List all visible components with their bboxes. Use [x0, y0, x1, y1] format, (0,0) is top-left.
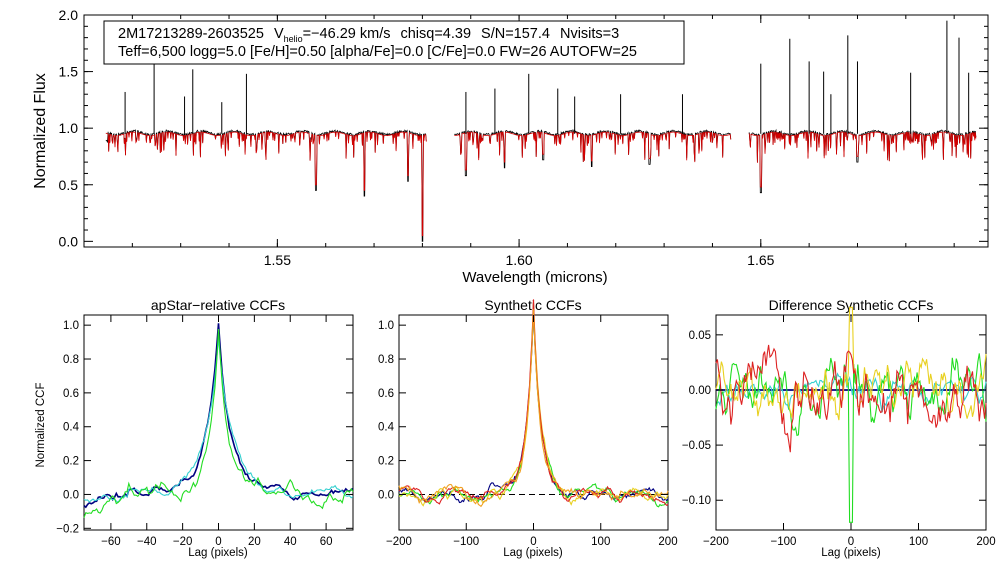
ccf-synthetic-series-2: [398, 305, 669, 508]
ccf-difference-xtick-label: −100: [771, 536, 797, 548]
ccf-apstar-series-1: [83, 323, 354, 509]
spectrum-xtick-label: 1.60: [505, 252, 532, 268]
ccf-apstar-series-2: [83, 338, 354, 504]
ccf-synthetic-series-3: [398, 302, 669, 507]
vhelio-label: V: [274, 26, 284, 42]
spectrum-plot-area: [105, 20, 977, 242]
ccf-apstar-xtick-label: 40: [284, 536, 297, 548]
ccf-difference-series-2: [715, 372, 987, 413]
ccf-synthetic-series-1: [398, 308, 669, 504]
ccf-difference-panel: Difference Synthetic CCFs Lag (pixels) −…: [682, 297, 996, 559]
ccf-synthetic-ytick-label: 0.0: [378, 489, 394, 501]
ccf-difference-title: Difference Synthetic CCFs: [769, 297, 934, 313]
ccf-synthetic-xtick-label: −100: [453, 536, 479, 548]
spectrum-model-segment-3: [748, 131, 977, 188]
ccf-apstar-xlabel: Lag (pixels): [188, 547, 248, 559]
ccf-apstar-title: apStar−relative CCFs: [151, 297, 285, 313]
spectrum-ytick-label: 1.0: [59, 120, 79, 136]
ccf-apstar-xtick-label: −20: [173, 536, 193, 548]
ccf-synthetic-xtick-label: −200: [386, 536, 412, 548]
spectrum-xtick-label: 1.65: [747, 252, 774, 268]
ccf-synthetic-ytick-label: 0.2: [378, 456, 394, 468]
ccf-difference-ytick-label: −0.10: [682, 495, 711, 507]
spectrum-ytick-label: 2.0: [59, 7, 79, 23]
ccf-difference-xtick-label: 0: [848, 536, 854, 548]
spectrum-model-segment-2: [454, 131, 732, 171]
spectrum-ytick-label: 0.0: [59, 233, 79, 249]
ccf-apstar-xtick-label: 60: [320, 536, 333, 548]
ccf-difference-ytick-label: 0.05: [689, 330, 711, 342]
snr-value: S/N=157.4: [481, 26, 550, 42]
ccf-difference-series-4: [715, 306, 987, 421]
ccf-apstar-ytick-label: 0.0: [63, 489, 79, 501]
ccf-synthetic-xlabel: Lag (pixels): [503, 547, 563, 559]
ccf-synthetic-ytick-label: 0.6: [378, 388, 394, 400]
ccf-synthetic-series-5: [398, 309, 669, 508]
spectrum-ytick-label: 1.5: [59, 64, 79, 80]
ccf-apstar-series-3: [83, 328, 354, 518]
ccf-apstar-xtick-label: −60: [101, 536, 121, 548]
ccf-difference-ticks: −200 −100 0 100 200 −0.10 −0.05 0.00 0.05: [682, 315, 996, 548]
ccf-synthetic-xtick-label: 200: [658, 536, 677, 548]
ccf-synthetic-ytick-label: 0.4: [378, 422, 395, 434]
ccf-difference-plot-area: [715, 306, 987, 523]
ccf-apstar-ytick-label: 0.4: [63, 422, 80, 434]
ccf-synthetic-xtick-label: 0: [530, 536, 536, 548]
chisq-value: chisq=4.39: [400, 26, 471, 42]
spectrum-axes-frame: [83, 14, 989, 248]
ccf-synthetic-ytick-label: 1.0: [378, 320, 394, 332]
nvisits-value: Nvisits=3: [560, 26, 619, 42]
ccf-synthetic-panel: Synthetic CCFs Lag (pixels) −200 −100 0 100…: [378, 297, 678, 559]
ccf-apstar-ytick-label: 0.2: [63, 456, 79, 468]
ccf-apstar-ytick-label: 0.8: [63, 354, 79, 366]
spectrum-ylabel: Normalized Flux: [32, 73, 49, 189]
info-line-2: Teff=6,500 logg=5.0 [Fe/H]=0.50 [alpha/F…: [118, 44, 637, 60]
info-line-1: 2M17213289-2603525 Vhelio=−46.29 km/s chis…: [118, 26, 619, 44]
ccf-difference-xtick-label: −200: [703, 536, 729, 548]
ccf-apstar-ytick-label: 1.0: [63, 320, 79, 332]
vhelio-subscript: helio: [284, 34, 303, 44]
info-box: [103, 20, 685, 65]
spectrum-ytick-label: 0.5: [59, 177, 79, 193]
ccf-synthetic-plot-area: [398, 299, 669, 508]
ccf-apstar-plot-area: [83, 323, 354, 518]
vhelio-value: =−46.29 km/s: [303, 26, 391, 42]
spectrum-xlabel: Wavelength (microns): [462, 269, 607, 286]
ccf-synthetic-ticks: −200 −100 0 100 200 0.0 0.2 0.4 0.6 0.8 1.0: [378, 315, 678, 548]
ccf-difference-xtick-label: 100: [909, 536, 928, 548]
ccf-difference-ytick-label: −0.05: [682, 440, 711, 452]
star-id: 2M17213289-2603525: [118, 26, 264, 42]
ccf-apstar-ticks: −60 −40 −20 0 20 40 60 −0.2 0.0 0.2 0.4 0.6 0.8 1.0: [56, 315, 353, 548]
ccf-apstar-panel: apStar−relative CCFs Lag (pixels) Normal…: [35, 297, 354, 559]
ccf-apstar-xtick-label: −40: [137, 536, 157, 548]
ccf-difference-xtick-label: 200: [976, 536, 995, 548]
spectrum-panel: 1.55 1.60 1.65 0.0 0.5 1.0 1.5 2.0 Normalized F…: [32, 7, 989, 286]
spectrum-xtick-label: 1.55: [264, 252, 291, 268]
ccf-difference-axes-frame: [715, 314, 987, 531]
ccf-difference-series-5: [715, 344, 987, 453]
spectrum-model-segment-1: [105, 131, 427, 237]
ccf-synthetic-axes-frame: [398, 314, 669, 531]
ccf-synthetic-xtick-label: 100: [591, 536, 610, 548]
ccf-apstar-xtick-label: 0: [215, 536, 221, 548]
ccf-difference-ytick-label: 0.00: [689, 385, 711, 397]
spectrum-ticks: 1.55 1.60 1.65 0.0 0.5 1.0 1.5 2.0: [59, 7, 988, 268]
ccf-apstar-ytick-label: 0.6: [63, 388, 79, 400]
ccf-apstar-ylabel: Normalized CCF: [35, 383, 47, 468]
ccf-synthetic-ytick-label: 0.8: [378, 354, 394, 366]
ccf-apstar-ytick-label: −0.2: [56, 523, 79, 535]
ccf-difference-xlabel: Lag (pixels): [821, 547, 881, 559]
ccf-apstar-xtick-label: 20: [248, 536, 261, 548]
ccf-synthetic-series-4: [398, 299, 669, 507]
